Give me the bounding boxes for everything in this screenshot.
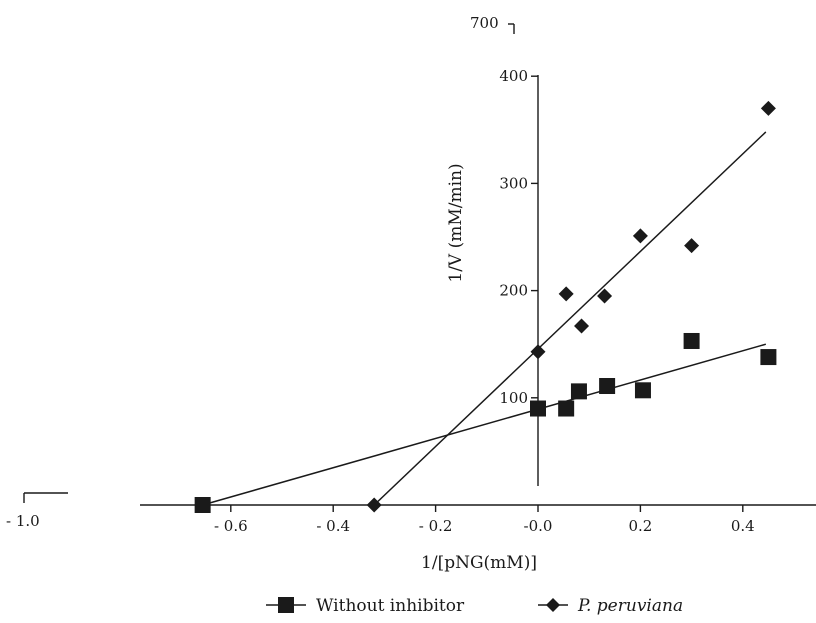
top-tick-fragment: 700 (470, 14, 515, 34)
x-tick-label: 0.4 (731, 517, 755, 535)
point-without-inhibitor (599, 378, 616, 395)
point-without-inhibitor (558, 400, 575, 417)
legend-square-marker (278, 597, 294, 613)
y-axis-ticks: 100 200 300 400 (499, 67, 538, 407)
point-without-inhibitor (634, 382, 651, 399)
point-p-peruviana (558, 286, 574, 302)
point-without-inhibitor (194, 497, 211, 513)
x-tick-label: -0.0 (524, 517, 553, 535)
left-tick-fragment: - 1.0 (6, 492, 68, 530)
y-tick-label: 400 (499, 67, 528, 85)
point-p-peruviana (574, 318, 590, 334)
legend-diamond-marker (546, 598, 560, 612)
point-p-peruviana (632, 228, 648, 244)
x-axis-title: 1/[pNG(mM)] (421, 553, 537, 573)
x-axis-ticks: - 0.6 - 0.4 - 0.2 -0.0 0.2 0.4 (214, 505, 755, 535)
y-tick-label: 100 (499, 389, 528, 407)
x-tick-label: 0.2 (628, 517, 652, 535)
point-p-peruviana (597, 288, 613, 304)
point-without-inhibitor (760, 349, 777, 366)
fit-line-p-peruviana (373, 131, 767, 506)
top-tick-label: 700 (470, 14, 499, 32)
y-tick-label: 200 (499, 282, 528, 300)
data-points (194, 100, 777, 513)
point-p-peruviana (366, 497, 382, 513)
point-p-peruviana (530, 344, 546, 360)
legend-item-without-inhibitor: Without inhibitor (266, 596, 465, 616)
x-tick-label: - 0.6 (214, 517, 248, 535)
legend: Without inhibitor P. peruviana (266, 596, 683, 616)
legend-label-without-inhibitor: Without inhibitor (316, 596, 465, 616)
y-tick-label: 300 (499, 174, 528, 192)
legend-item-p-peruviana: P. peruviana (538, 596, 683, 616)
point-without-inhibitor (530, 400, 546, 417)
legend-label-p-peruviana: P. peruviana (577, 596, 683, 616)
y-axis-title: 1/V (mM/min) (446, 163, 466, 282)
point-p-peruviana (684, 238, 700, 254)
x-tick-label: - 0.2 (419, 517, 453, 535)
point-without-inhibitor (683, 332, 700, 349)
x-tick-label: - 0.4 (316, 517, 350, 535)
fit-lines (202, 131, 767, 506)
left-tick-label: - 1.0 (6, 512, 40, 530)
point-without-inhibitor (570, 383, 587, 400)
point-p-peruviana (760, 100, 776, 116)
fit-line-without-inhibitor (202, 343, 767, 506)
